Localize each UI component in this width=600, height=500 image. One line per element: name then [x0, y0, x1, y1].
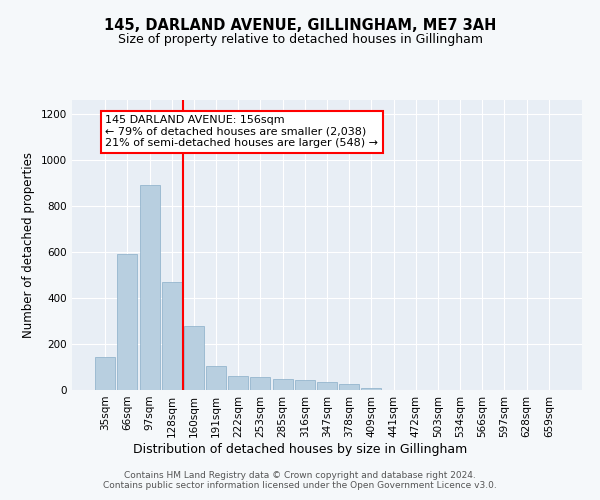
Bar	[95, 356, 115, 390]
Bar	[250, 378, 271, 390]
Bar	[295, 380, 315, 390]
Bar	[272, 379, 293, 390]
Bar	[162, 282, 182, 390]
Bar	[118, 254, 137, 390]
Text: 145, DARLAND AVENUE, GILLINGHAM, ME7 3AH: 145, DARLAND AVENUE, GILLINGHAM, ME7 3AH	[104, 18, 496, 32]
Bar	[184, 326, 204, 390]
Text: Distribution of detached houses by size in Gillingham: Distribution of detached houses by size …	[133, 442, 467, 456]
Text: Contains HM Land Registry data © Crown copyright and database right 2024.
Contai: Contains HM Land Registry data © Crown c…	[103, 470, 497, 490]
Text: Size of property relative to detached houses in Gillingham: Size of property relative to detached ho…	[118, 32, 482, 46]
Bar	[361, 388, 382, 390]
Bar	[206, 366, 226, 390]
Bar	[140, 185, 160, 390]
Y-axis label: Number of detached properties: Number of detached properties	[22, 152, 35, 338]
Bar	[317, 382, 337, 390]
Text: 145 DARLAND AVENUE: 156sqm
← 79% of detached houses are smaller (2,038)
21% of s: 145 DARLAND AVENUE: 156sqm ← 79% of deta…	[106, 115, 379, 148]
Bar	[228, 376, 248, 390]
Bar	[339, 384, 359, 390]
